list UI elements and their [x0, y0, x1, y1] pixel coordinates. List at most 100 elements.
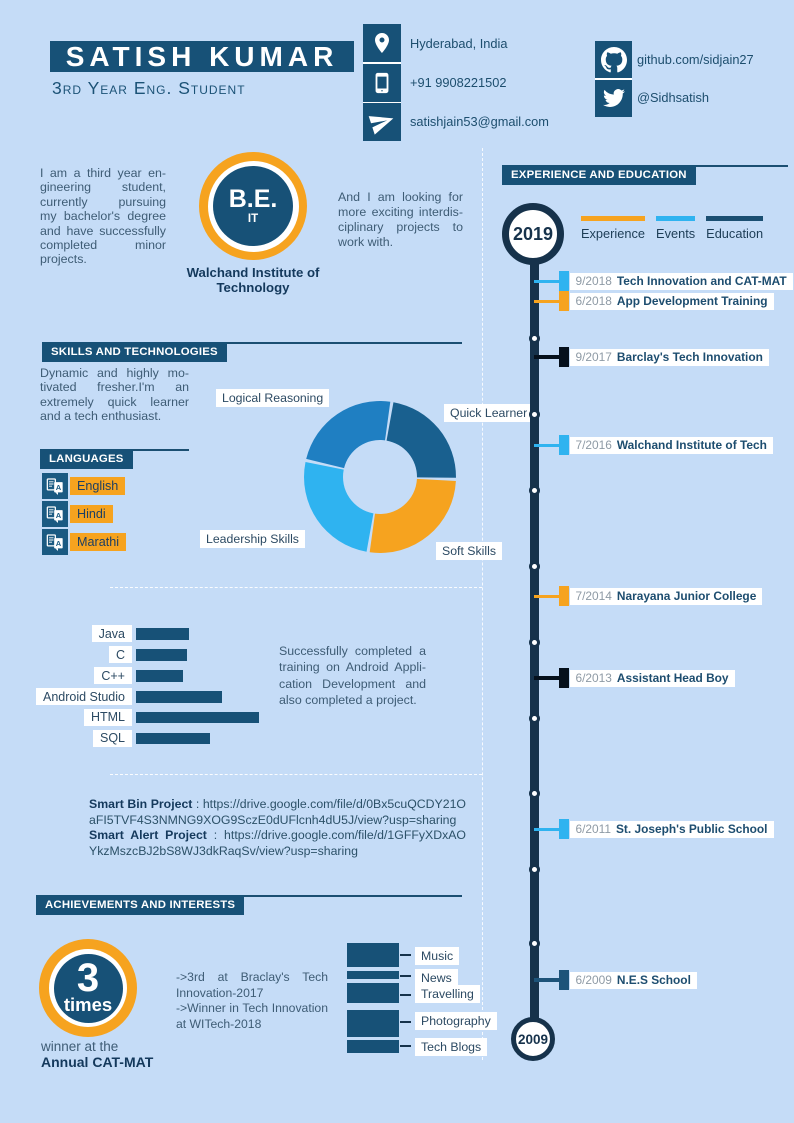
legend-item: Education: [706, 216, 764, 241]
language-label: English: [70, 476, 126, 495]
timeline-entry-title: Tech Innovation and CAT-MAT: [616, 274, 787, 288]
degree-field: IT: [247, 213, 259, 225]
social-twitter[interactable]: @Sidhsatish: [637, 90, 710, 105]
timeline-entry-title: N.E.S School: [616, 973, 691, 987]
skills-donut-chart: [304, 401, 456, 553]
legend-label: Events: [656, 225, 696, 241]
timeline-entry: 6/2009 N.E.S School: [569, 971, 697, 989]
text-line: training on Android Appli-: [279, 660, 426, 675]
training-paragraph: Successfully completed a training on Andr…: [279, 643, 426, 708]
timeline-dot: [529, 712, 540, 724]
timeline-tick: [559, 970, 569, 990]
badge-center: B.E. IT: [213, 166, 293, 246]
text-line: at WITech-2018: [176, 1017, 262, 1032]
timeline-entry: 9/2017 Barclay's Tech Innovation: [569, 348, 769, 366]
timeline-tick: [559, 819, 569, 839]
projects-links: Smart Bin Project : https://drive.google…: [89, 797, 466, 859]
timeline-dot: [529, 863, 540, 875]
contact-phone[interactable]: +91 9908221502: [410, 75, 507, 90]
text-line: gineering student,: [40, 180, 166, 195]
donut-label: Logical Reasoning: [216, 389, 330, 407]
bar: [136, 732, 210, 745]
text-line: I am a third year en-: [40, 166, 166, 180]
bar-label: Java: [91, 625, 132, 643]
bar-label: Android Studio: [35, 688, 132, 705]
timeline-entry-date: 6/2009: [575, 973, 612, 987]
timeline-entry-title: Barclay's Tech Innovation: [616, 350, 763, 364]
header-line: [244, 895, 462, 897]
subtitle: 3rd Year Eng. Student: [52, 78, 246, 98]
text-line: projects.: [40, 252, 87, 267]
award-caption: winner at the: [41, 1039, 119, 1054]
timeline-start-year: 2019: [502, 203, 564, 265]
timeline-entry-date: 7/2016: [575, 438, 612, 452]
timeline-tick: [559, 271, 569, 291]
timeline-dot: [529, 560, 540, 572]
interest-tick: [400, 1045, 411, 1047]
timeline-entry: 9/2018 Tech Innovation and CAT-MAT: [569, 272, 793, 290]
project-link-line[interactable]: Smart Bin Project : https://drive.google…: [89, 797, 466, 811]
twitter-icon[interactable]: [595, 79, 632, 117]
project-link-line[interactable]: YkzMszcBJ2bS8WJ3dkRaqSv/view?usp=sharing: [89, 843, 358, 858]
svg-text:A: A: [56, 510, 62, 519]
text-line: my bachelor's degree: [40, 209, 166, 224]
timeline-entry-title: App Development Training: [616, 294, 768, 308]
timeline-dot: [529, 636, 540, 648]
text-line: Dynamic and highly mo-: [40, 366, 189, 380]
bar: [136, 711, 259, 724]
timeline-entry: 7/2014 Narayana Junior College: [569, 587, 763, 605]
translate-icon: A: [42, 472, 68, 499]
legend-label: Education: [706, 225, 764, 241]
timeline-legend: Experience Events Education: [581, 216, 764, 241]
legend-item: Events: [656, 216, 696, 241]
timeline-entry-date: 6/2018: [575, 294, 612, 308]
translate-icon: A: [42, 500, 68, 527]
header-line: [695, 165, 788, 167]
language-label: Marathi: [70, 532, 126, 551]
timeline-entry-title: Walchand Institute of Tech: [616, 438, 767, 452]
github-icon[interactable]: [595, 41, 632, 78]
timeline-entry-date: 6/2011: [575, 822, 612, 836]
degree-badge: B.E. IT: [199, 152, 307, 260]
award-unit: times: [63, 994, 113, 1015]
timeline-entry: 7/2016 Walchand Institute of Tech: [569, 436, 773, 454]
interest-tick: [400, 954, 411, 956]
timeline-connector: [534, 594, 560, 598]
text-line: ciplinary projects to: [338, 220, 463, 234]
header-line: [132, 449, 189, 451]
interest-bar: [347, 1010, 399, 1037]
bar: [136, 628, 189, 640]
interest-bar: [347, 971, 399, 979]
interest-bar: [347, 983, 399, 1003]
timeline-entry: 6/2013 Assistant Head Boy: [569, 669, 735, 687]
timeline-entry: 6/2018 App Development Training: [569, 292, 774, 310]
svg-text:A: A: [56, 538, 62, 547]
text-line: more exciting interdis-: [338, 205, 463, 219]
text-line: completed minor: [40, 238, 166, 253]
social-github[interactable]: github.com/sidjain27: [637, 52, 754, 67]
contact-email[interactable]: satishjain53@gmail.com: [410, 114, 549, 129]
donut-label: Soft Skills: [436, 542, 502, 560]
text-line: Walchand Institute of: [186, 265, 320, 280]
section-header-experience: EXPERIENCE AND EDUCATION: [502, 165, 696, 185]
contact-location: Hyderabad, India: [410, 36, 508, 51]
language-item: A English: [42, 472, 126, 499]
timeline-entry-title: Narayana Junior College: [616, 589, 757, 603]
location-pin-icon: [363, 24, 401, 62]
timeline-entry: 6/2011 St. Joseph's Public School: [569, 820, 774, 838]
bar-label: HTML: [83, 708, 132, 726]
award-caption-bold: Annual CAT-MAT: [41, 1054, 154, 1070]
language-item: A Hindi: [42, 500, 113, 527]
interest-tick: [400, 994, 411, 996]
timeline-tick: [559, 586, 569, 606]
project-link-line[interactable]: aFI5TVF4S3NMNG9XOG9SczE0dUFlcnh4dU5J/vie…: [89, 812, 457, 827]
timeline-connector: [534, 299, 560, 303]
interest-tick: [400, 1021, 411, 1023]
text-line: ->Winner in Tech Innovation: [176, 1001, 328, 1016]
project-link-line[interactable]: Smart Alert Project : https://drive.goog…: [89, 828, 466, 842]
bar: [136, 649, 187, 661]
language-item: A Marathi: [42, 528, 126, 555]
section-header-languages: LANGUAGES: [40, 449, 133, 469]
interest-label: Tech Blogs: [415, 1037, 488, 1056]
bar: [136, 691, 222, 703]
